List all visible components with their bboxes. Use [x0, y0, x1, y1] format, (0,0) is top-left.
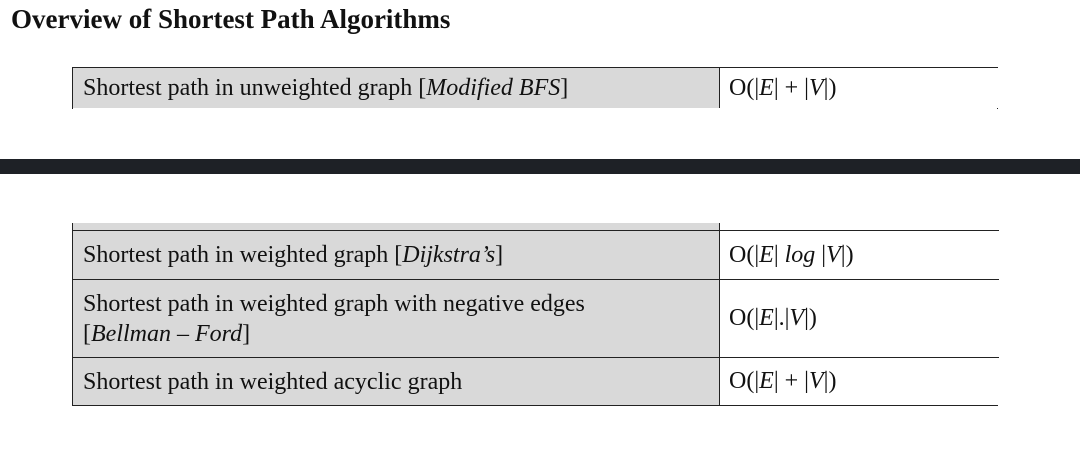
page-title: Overview of Shortest Path Algorithms	[11, 4, 451, 34]
complexity-part: O(|	[729, 368, 760, 394]
problem-text-line1: Shortest path in weighted graph with neg…	[83, 290, 585, 317]
complexity-part: |	[773, 241, 785, 268]
algorithms-table-bottom: Shortest path in weighted graph [Dijkstr…	[72, 223, 999, 406]
complexity-var-e: E	[759, 368, 774, 394]
problem-text-suffix: ]	[495, 242, 504, 268]
table-continuation-stub	[720, 223, 999, 230]
complexity-part: |)	[804, 305, 817, 331]
problem-text-suffix: ]	[242, 320, 251, 347]
complexity-var-e: E	[759, 305, 774, 331]
algorithm-name: Dijkstra’s	[402, 242, 496, 268]
problem-cell-bellman-ford: Shortest path in weighted graph with neg…	[73, 279, 720, 357]
complexity-part: | + |	[773, 74, 809, 101]
complexity-part: O(|	[729, 74, 760, 101]
complexity-part: |	[815, 241, 827, 268]
complexity-var-v: V	[789, 305, 805, 331]
complexity-var-e: E	[759, 241, 774, 268]
complexity-var-v: V	[808, 368, 824, 394]
table-continuation-stub	[73, 223, 720, 230]
complexity-part: O(|	[729, 305, 760, 331]
problem-text: Shortest path in unweighted graph [	[83, 75, 427, 101]
page-divider-bar	[0, 159, 1080, 174]
problem-cell-unweighted: Shortest path in unweighted graph [Modif…	[73, 68, 720, 108]
complexity-cell-unweighted: O(| E | + | V |)	[720, 68, 999, 108]
complexity-part: |)	[823, 368, 837, 394]
algorithm-name: Bellman – Ford	[91, 320, 243, 347]
complexity-var-v: V	[808, 74, 824, 101]
problem-text-suffix: ]	[560, 75, 569, 101]
complexity-var-e: E	[759, 74, 774, 101]
complexity-part: | + |	[773, 368, 809, 394]
complexity-part: |.|	[773, 305, 790, 331]
complexity-part: |)	[823, 74, 837, 101]
complexity-log: log	[784, 241, 816, 268]
complexity-cell-bellman-ford: O(| E |.| V |)	[720, 279, 999, 357]
problem-text: Shortest path in weighted acyclic graph	[83, 368, 463, 395]
algorithms-table-top: Shortest path in unweighted graph [Modif…	[72, 67, 999, 109]
problem-text: Shortest path in weighted graph [	[83, 242, 403, 268]
complexity-var-v: V	[826, 241, 841, 268]
problem-text: [	[83, 320, 91, 347]
complexity-cell-dijkstra: O(| E | log | V |)	[720, 230, 999, 279]
problem-cell-acyclic: Shortest path in weighted acyclic graph	[73, 357, 720, 405]
complexity-cell-acyclic: O(| E | + | V |)	[720, 357, 999, 405]
complexity-part: |)	[840, 241, 854, 268]
algorithm-name: Modified BFS	[426, 75, 561, 101]
problem-cell-dijkstra: Shortest path in weighted graph [Dijkstr…	[73, 230, 720, 279]
complexity-part: O(|	[729, 241, 760, 268]
